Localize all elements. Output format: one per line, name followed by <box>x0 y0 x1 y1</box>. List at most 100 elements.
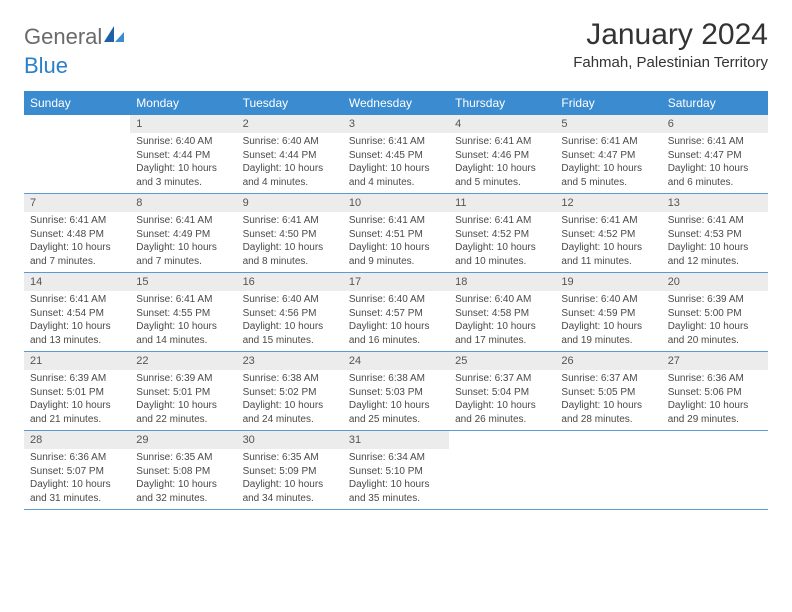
day-cell: 6Sunrise: 6:41 AMSunset: 4:47 PMDaylight… <box>662 115 768 193</box>
daylight-text: Daylight: 10 hours and 21 minutes. <box>30 399 124 426</box>
dow-cell: Tuesday <box>237 91 343 115</box>
location-label: Fahmah, Palestinian Territory <box>573 54 768 71</box>
day-number: 24 <box>343 352 449 370</box>
day-body: Sunrise: 6:34 AMSunset: 5:10 PMDaylight:… <box>343 449 449 509</box>
daylight-text: Daylight: 10 hours and 31 minutes. <box>30 478 124 505</box>
day-number: 30 <box>237 431 343 449</box>
day-number: 21 <box>24 352 130 370</box>
day-cell: 9Sunrise: 6:41 AMSunset: 4:50 PMDaylight… <box>237 194 343 272</box>
day-cell: 3Sunrise: 6:41 AMSunset: 4:45 PMDaylight… <box>343 115 449 193</box>
brand-general: General <box>24 24 102 49</box>
sunrise-text: Sunrise: 6:40 AM <box>243 135 337 149</box>
daylight-text: Daylight: 10 hours and 3 minutes. <box>136 162 230 189</box>
day-body: Sunrise: 6:41 AMSunset: 4:47 PMDaylight:… <box>662 133 768 193</box>
sunset-text: Sunset: 4:54 PM <box>30 307 124 321</box>
daylight-text: Daylight: 10 hours and 14 minutes. <box>136 320 230 347</box>
day-body: Sunrise: 6:38 AMSunset: 5:03 PMDaylight:… <box>343 370 449 430</box>
day-cell <box>24 115 130 193</box>
day-cell: 10Sunrise: 6:41 AMSunset: 4:51 PMDayligh… <box>343 194 449 272</box>
month-title: January 2024 <box>573 18 768 52</box>
sunset-text: Sunset: 4:44 PM <box>136 149 230 163</box>
sunset-text: Sunset: 4:52 PM <box>561 228 655 242</box>
sunset-text: Sunset: 5:09 PM <box>243 465 337 479</box>
day-body: Sunrise: 6:35 AMSunset: 5:09 PMDaylight:… <box>237 449 343 509</box>
day-body: Sunrise: 6:36 AMSunset: 5:06 PMDaylight:… <box>662 370 768 430</box>
sunset-text: Sunset: 5:05 PM <box>561 386 655 400</box>
day-body: Sunrise: 6:40 AMSunset: 4:56 PMDaylight:… <box>237 291 343 351</box>
daylight-text: Daylight: 10 hours and 16 minutes. <box>349 320 443 347</box>
day-body: Sunrise: 6:41 AMSunset: 4:45 PMDaylight:… <box>343 133 449 193</box>
sunset-text: Sunset: 4:52 PM <box>455 228 549 242</box>
sunset-text: Sunset: 4:53 PM <box>668 228 762 242</box>
week-row: 7Sunrise: 6:41 AMSunset: 4:48 PMDaylight… <box>24 194 768 273</box>
day-body: Sunrise: 6:41 AMSunset: 4:47 PMDaylight:… <box>555 133 661 193</box>
dow-cell: Wednesday <box>343 91 449 115</box>
daylight-text: Daylight: 10 hours and 35 minutes. <box>349 478 443 505</box>
daylight-text: Daylight: 10 hours and 9 minutes. <box>349 241 443 268</box>
day-body: Sunrise: 6:38 AMSunset: 5:02 PMDaylight:… <box>237 370 343 430</box>
day-cell: 28Sunrise: 6:36 AMSunset: 5:07 PMDayligh… <box>24 431 130 509</box>
day-body: Sunrise: 6:37 AMSunset: 5:05 PMDaylight:… <box>555 370 661 430</box>
day-body: Sunrise: 6:40 AMSunset: 4:58 PMDaylight:… <box>449 291 555 351</box>
daylight-text: Daylight: 10 hours and 25 minutes. <box>349 399 443 426</box>
sunrise-text: Sunrise: 6:41 AM <box>30 214 124 228</box>
day-cell <box>662 431 768 509</box>
dow-cell: Monday <box>130 91 236 115</box>
daylight-text: Daylight: 10 hours and 10 minutes. <box>455 241 549 268</box>
sunrise-text: Sunrise: 6:41 AM <box>243 214 337 228</box>
day-cell: 12Sunrise: 6:41 AMSunset: 4:52 PMDayligh… <box>555 194 661 272</box>
day-number: 3 <box>343 115 449 133</box>
sunrise-text: Sunrise: 6:40 AM <box>243 293 337 307</box>
day-number: 9 <box>237 194 343 212</box>
daylight-text: Daylight: 10 hours and 13 minutes. <box>30 320 124 347</box>
day-number: 27 <box>662 352 768 370</box>
sunrise-text: Sunrise: 6:35 AM <box>243 451 337 465</box>
sunset-text: Sunset: 5:00 PM <box>668 307 762 321</box>
week-row: 1Sunrise: 6:40 AMSunset: 4:44 PMDaylight… <box>24 115 768 194</box>
daylight-text: Daylight: 10 hours and 29 minutes. <box>668 399 762 426</box>
sunset-text: Sunset: 4:51 PM <box>349 228 443 242</box>
daylight-text: Daylight: 10 hours and 5 minutes. <box>455 162 549 189</box>
calendar: SundayMondayTuesdayWednesdayThursdayFrid… <box>24 91 768 510</box>
sunset-text: Sunset: 5:07 PM <box>30 465 124 479</box>
day-number: 19 <box>555 273 661 291</box>
sunset-text: Sunset: 4:59 PM <box>561 307 655 321</box>
daylight-text: Daylight: 10 hours and 6 minutes. <box>668 162 762 189</box>
sunrise-text: Sunrise: 6:41 AM <box>561 135 655 149</box>
day-body: Sunrise: 6:40 AMSunset: 4:57 PMDaylight:… <box>343 291 449 351</box>
day-body: Sunrise: 6:37 AMSunset: 5:04 PMDaylight:… <box>449 370 555 430</box>
day-cell: 21Sunrise: 6:39 AMSunset: 5:01 PMDayligh… <box>24 352 130 430</box>
day-cell: 31Sunrise: 6:34 AMSunset: 5:10 PMDayligh… <box>343 431 449 509</box>
sunrise-text: Sunrise: 6:41 AM <box>668 135 762 149</box>
day-number: 31 <box>343 431 449 449</box>
daylight-text: Daylight: 10 hours and 20 minutes. <box>668 320 762 347</box>
day-cell: 11Sunrise: 6:41 AMSunset: 4:52 PMDayligh… <box>449 194 555 272</box>
sunrise-text: Sunrise: 6:36 AM <box>30 451 124 465</box>
sunrise-text: Sunrise: 6:41 AM <box>561 214 655 228</box>
day-body: Sunrise: 6:41 AMSunset: 4:50 PMDaylight:… <box>237 212 343 272</box>
dow-cell: Friday <box>555 91 661 115</box>
day-body: Sunrise: 6:36 AMSunset: 5:07 PMDaylight:… <box>24 449 130 509</box>
day-body: Sunrise: 6:41 AMSunset: 4:51 PMDaylight:… <box>343 212 449 272</box>
dow-cell: Sunday <box>24 91 130 115</box>
day-body: Sunrise: 6:39 AMSunset: 5:01 PMDaylight:… <box>130 370 236 430</box>
dow-cell: Thursday <box>449 91 555 115</box>
sunset-text: Sunset: 4:56 PM <box>243 307 337 321</box>
day-number: 5 <box>555 115 661 133</box>
day-body: Sunrise: 6:40 AMSunset: 4:44 PMDaylight:… <box>130 133 236 193</box>
day-body: Sunrise: 6:41 AMSunset: 4:54 PMDaylight:… <box>24 291 130 351</box>
sunset-text: Sunset: 4:57 PM <box>349 307 443 321</box>
daylight-text: Daylight: 10 hours and 7 minutes. <box>136 241 230 268</box>
week-row: 28Sunrise: 6:36 AMSunset: 5:07 PMDayligh… <box>24 431 768 510</box>
day-cell: 16Sunrise: 6:40 AMSunset: 4:56 PMDayligh… <box>237 273 343 351</box>
day-number: 15 <box>130 273 236 291</box>
header: General Blue January 2024 Fahmah, Palest… <box>24 18 768 79</box>
sunset-text: Sunset: 4:46 PM <box>455 149 549 163</box>
sunrise-text: Sunrise: 6:35 AM <box>136 451 230 465</box>
daylight-text: Daylight: 10 hours and 26 minutes. <box>455 399 549 426</box>
day-cell: 1Sunrise: 6:40 AMSunset: 4:44 PMDaylight… <box>130 115 236 193</box>
day-cell: 18Sunrise: 6:40 AMSunset: 4:58 PMDayligh… <box>449 273 555 351</box>
day-cell: 25Sunrise: 6:37 AMSunset: 5:04 PMDayligh… <box>449 352 555 430</box>
sunset-text: Sunset: 5:06 PM <box>668 386 762 400</box>
sunrise-text: Sunrise: 6:41 AM <box>349 214 443 228</box>
